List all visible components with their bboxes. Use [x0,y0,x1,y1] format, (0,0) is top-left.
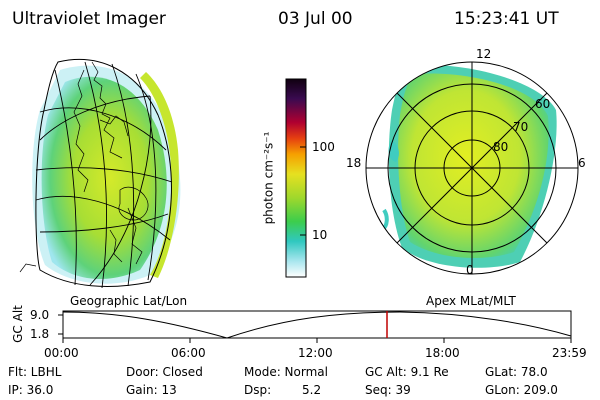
altitude-plot-frame [62,310,572,339]
colorbar-tick-label: 10 [312,228,328,242]
info-dsp-value: 5.2 [302,383,322,397]
info-gc-alt: GC Alt: 9.1 Re [365,365,449,379]
altitude-ylabel: GC Alt [10,305,25,343]
aurora-bright-arc [140,72,179,278]
right-panel-caption: Apex MLat/MLT [426,294,516,308]
date-label: 03 Jul 00 [278,9,353,29]
info-gain: Gain: 13 [126,383,177,397]
altitude-xtick: 23:59 [552,346,587,360]
altitude-xtick: 18:00 [425,346,460,360]
geographic-map-panel [19,58,181,289]
colorbar-tick-label: 100 [312,140,335,154]
info-ip: IP: 36.0 [8,383,54,397]
left-panel-caption: Geographic Lat/Lon [70,294,188,308]
aurora-oval-left [41,76,167,280]
lat-lon-grid [35,61,173,289]
app-title: Ultraviolet Imager [12,9,166,29]
info-glat: GLat: 78.0 [485,365,548,379]
info-dsp-label: Dsp: [244,383,272,397]
x-axis-ticks [58,314,572,343]
colorbar [285,78,307,278]
polar-plot-panel [365,61,579,275]
time-label: 15:23:41 UT [454,9,559,29]
map-projection-outline [35,58,172,287]
altitude-xtick: 00:00 [44,346,79,360]
altitude-ytick: 1.8 [30,327,50,341]
mlat-label-80: 80 [493,140,509,154]
mlat-label-70: 70 [513,120,529,134]
info-flt: Flt: LBHL [8,365,62,379]
info-glon: GLon: 209.0 [485,383,558,397]
altitude-plot [58,310,572,343]
colorbar-scale [285,78,307,278]
altitude-curve [62,311,572,339]
mlt-label-0: 0 [466,263,474,277]
info-seq: Seq: 39 [365,383,411,397]
altitude-xtick: 06:00 [171,346,206,360]
altitude-ytick: 9.0 [30,308,50,322]
coastlines [19,61,149,273]
info-mode: Mode: Normal [244,365,328,379]
mlat-label-60: 60 [535,97,551,111]
polar-grid [365,61,579,275]
info-door: Door: Closed [126,365,203,379]
mlt-label-6: 6 [578,156,586,170]
altitude-xtick: 12:00 [298,346,333,360]
colorbar-unit-label: photon cm⁻²s⁻¹ [261,131,276,225]
mlt-label-12: 12 [476,47,492,61]
mlt-label-18: 18 [346,156,362,170]
